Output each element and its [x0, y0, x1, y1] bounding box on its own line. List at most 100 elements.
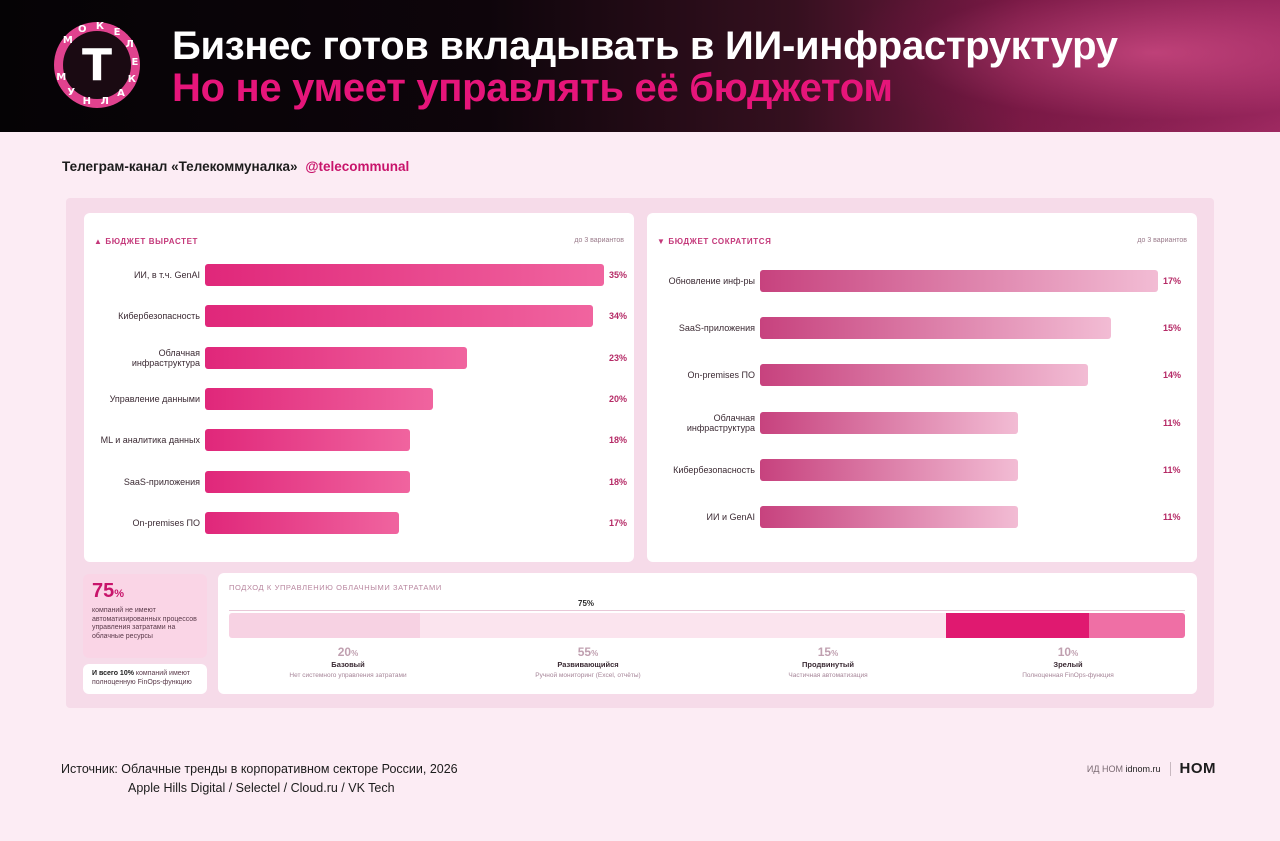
stage-percent: 55% — [577, 645, 599, 659]
value-label: 11% — [1163, 464, 1181, 475]
stat-10-card: И всего 10% компаний имеют полноценную F… — [83, 664, 207, 694]
category-label: Обновление инф-ры — [668, 276, 755, 286]
value-label: 18% — [609, 435, 628, 446]
category-label: SaaS-приложения — [123, 476, 200, 487]
stage-desc: Ручной мониторинг (Excel, отчёты) — [535, 672, 641, 679]
value-label: 17% — [1163, 276, 1182, 286]
bar — [760, 506, 1018, 528]
stage-name: Развивающийся — [557, 660, 619, 669]
budget-cut-card: ▼ БЮДЖЕТ СОКРАТИТСЯ до 3 вариантов Обнов… — [647, 213, 1197, 562]
bar — [205, 429, 411, 452]
channel-text: Телеграм-канал «Телекоммуналка» — [62, 159, 298, 174]
channel-line: Телеграм-канал «Телекоммуналка» @telecom… — [62, 159, 409, 174]
category-label: ML и аналитика данных — [100, 435, 200, 446]
logo-ring-letter: Е — [131, 56, 139, 68]
page-title: Бизнес готов вкладывать в ИИ-инфраструкт… — [172, 24, 1118, 68]
nom-logo: НОМ — [1179, 760, 1216, 777]
approach-bracket-line — [229, 610, 1185, 611]
value-label: 17% — [609, 517, 628, 528]
logo-ring-letter: К — [127, 74, 136, 86]
value-label: 34% — [609, 311, 628, 322]
stage-percent: 10% — [1057, 645, 1079, 659]
bar — [205, 264, 604, 286]
value-label: 15% — [1163, 323, 1182, 334]
category-label: ИИ и GenAI — [706, 512, 755, 522]
bar — [205, 346, 468, 369]
stat-10-desc: И всего 10% компаний имеют полноценную F… — [92, 670, 192, 686]
channel-handle[interactable]: @telecommunal — [305, 159, 410, 174]
triangle-down-icon: ▼ — [657, 237, 669, 246]
bar — [760, 411, 1018, 434]
bar — [760, 317, 1112, 340]
logo-ring-letter: А — [117, 88, 125, 100]
logo-ring-letter: К — [95, 21, 105, 33]
budget-grow-card: ▲ БЮДЖЕТ ВЫРАСТЕТ до 3 вариантов ИИ, в т… — [84, 213, 634, 562]
stacked-segment — [946, 613, 1090, 638]
logo-ring-letter: У — [67, 86, 76, 98]
page-subtitle: Но не умеет управлять её бюджетом — [172, 66, 893, 110]
category-label: ИИ, в т.ч. GenAI — [133, 270, 200, 280]
approach-title: ПОДХОД К УПРАВЛЕНИЮ ОБЛАЧНЫМИ ЗАТРАТАМИ — [229, 583, 442, 592]
category-label: Управление данными — [109, 393, 200, 404]
logo-ring-letter: Е — [113, 26, 121, 38]
publisher-id: ИД НОМ idnom.ru — [1086, 763, 1161, 774]
source-note: Источник: Облачные тренды в корпоративно… — [61, 760, 458, 798]
category-label: On-premises ПО — [132, 517, 200, 528]
bar — [205, 470, 411, 493]
triangle-up-icon: ▲ — [94, 237, 106, 246]
budget-cut-title: ▼ БЮДЖЕТ СОКРАТИТСЯ — [657, 237, 772, 246]
stage-0: 20% Базовый Нет системного управления затр… — [248, 645, 448, 679]
bar — [760, 458, 1018, 481]
approach-bracket-label: 75% — [578, 599, 595, 608]
value-label: 11% — [1163, 512, 1181, 522]
logo-ring-letter: М — [56, 71, 67, 83]
stage-1: 55% Развивающийся Ручной мониторинг (Excel… — [488, 645, 688, 679]
category-label: SaaS-приложения — [678, 323, 755, 334]
stacked-segment — [1089, 613, 1185, 638]
stage-desc: Нет системного управления затратами — [289, 672, 407, 679]
stage-name: Продвинутый — [802, 660, 854, 669]
stacked-segment — [229, 613, 421, 638]
stat-75-card: 75% компаний не имеют автоматизированных… — [83, 574, 207, 658]
value-label: 20% — [609, 393, 628, 404]
budget-cut-note: до 3 вариантов — [1137, 237, 1187, 244]
budget-grow-title: ▲ БЮДЖЕТ ВЫРАСТЕТ — [94, 237, 199, 246]
logo-letter: Т — [81, 39, 112, 91]
stage-name: Базовый — [331, 660, 365, 669]
stage-2: 15% Продвинутый Частичная автоматизация — [728, 645, 928, 679]
value-label: 23% — [609, 352, 628, 363]
logo-ring-letter: Л — [100, 96, 109, 108]
stage-percent: 15% — [817, 645, 839, 659]
category-label: Облачная инфраструктура — [686, 412, 755, 433]
stacked-segment — [420, 613, 946, 638]
stage-desc: Частичная автоматизация — [788, 672, 868, 679]
category-label: On-premises ПО — [687, 370, 755, 381]
source-line-2: Apple Hills Digital / Selectel / Cloud.r… — [128, 781, 395, 795]
category-label: Облачная инфраструктура — [131, 347, 200, 368]
logo-ring-letter: Н — [82, 95, 92, 107]
category-label: Кибербезопасность — [118, 311, 200, 322]
bar — [205, 387, 433, 410]
stage-desc: Полноценная FinOps-функция — [1022, 672, 1114, 679]
bar — [205, 305, 593, 328]
publisher-footer: ИД НОМ idnom.ru НОМ — [1087, 760, 1216, 777]
logo-ring-letter: М — [62, 34, 73, 46]
value-label: 18% — [609, 476, 628, 487]
category-label: Кибербезопасность — [673, 464, 755, 475]
stat-75-desc: компаний не имеют автоматизированных про… — [92, 607, 197, 640]
stat-75-value: 75% — [92, 580, 125, 602]
bar — [760, 364, 1088, 387]
value-label: 14% — [1163, 370, 1182, 381]
value-label: 35% — [609, 270, 628, 280]
bar — [205, 511, 399, 534]
logo-ring-letter: Л — [125, 39, 134, 51]
source-line-1: Источник: Облачные тренды в корпоративно… — [61, 762, 458, 776]
value-label: 11% — [1163, 417, 1181, 428]
logo-ring-letter: О — [78, 23, 87, 35]
approach-card: ПОДХОД К УПРАВЛЕНИЮ ОБЛАЧНЫМИ ЗАТРАТАМИ … — [218, 573, 1197, 694]
stage-percent: 20% — [337, 645, 359, 659]
footer-divider — [1169, 761, 1171, 776]
stage-name: Зрелый — [1053, 660, 1083, 669]
